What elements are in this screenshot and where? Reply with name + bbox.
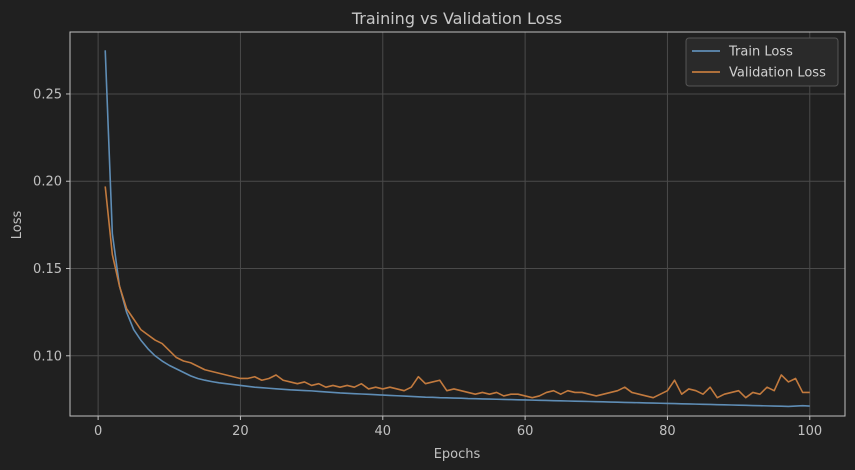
x-tick-label: 60 (517, 424, 534, 439)
y-tick-label: 0.25 (33, 87, 62, 102)
grid (70, 32, 845, 416)
y-tick-label: 0.15 (33, 262, 62, 277)
legend-label: Train Loss (728, 45, 793, 60)
y-axis-label: Loss (10, 211, 25, 240)
legend-box (685, 37, 839, 87)
series-line-validation-loss (104, 186, 810, 399)
x-tick-label: 100 (797, 424, 822, 439)
series-line-train-loss (104, 50, 810, 408)
chart-title: Training vs Validation Loss (351, 9, 562, 28)
x-tick-label: 80 (659, 424, 676, 439)
x-axis-label: Epochs (434, 447, 481, 462)
x-axis: 0 20 40 60 80 100 (94, 416, 822, 439)
y-axis: 0.10 0.15 0.20 0.25 (33, 87, 70, 364)
y-tick-label: 0.10 (33, 349, 62, 364)
x-tick-label: 0 (94, 424, 102, 439)
plot-frame (69, 31, 846, 417)
x-tick-label: 20 (232, 424, 249, 439)
legend-label: Validation Loss (729, 66, 826, 81)
y-tick-label: 0.20 (33, 175, 62, 190)
x-tick-label: 40 (375, 424, 392, 439)
series-layer (104, 50, 810, 408)
legend: Train Loss Validation Loss (685, 37, 839, 87)
